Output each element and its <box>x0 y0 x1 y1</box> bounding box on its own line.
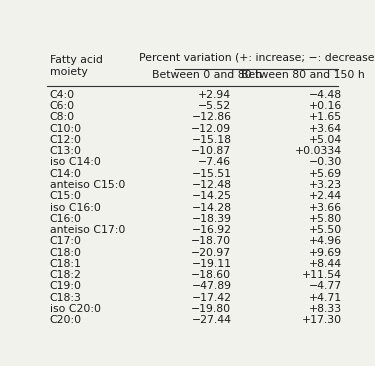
Text: −7.46: −7.46 <box>198 157 231 168</box>
Text: −0.30: −0.30 <box>309 157 342 168</box>
Text: C13:0: C13:0 <box>50 146 82 156</box>
Text: −14.28: −14.28 <box>191 203 231 213</box>
Text: C4:0: C4:0 <box>50 90 75 100</box>
Text: +0.0334: +0.0334 <box>295 146 342 156</box>
Text: iso C16:0: iso C16:0 <box>50 203 100 213</box>
Text: −19.11: −19.11 <box>191 259 231 269</box>
Text: anteiso C15:0: anteiso C15:0 <box>50 180 125 190</box>
Text: +5.69: +5.69 <box>309 169 342 179</box>
Text: −14.25: −14.25 <box>191 191 231 201</box>
Text: +2.94: +2.94 <box>198 90 231 100</box>
Text: −15.51: −15.51 <box>191 169 231 179</box>
Text: +0.16: +0.16 <box>309 101 342 111</box>
Text: +5.50: +5.50 <box>309 225 342 235</box>
Text: −20.97: −20.97 <box>191 248 231 258</box>
Text: C15:0: C15:0 <box>50 191 82 201</box>
Text: +8.44: +8.44 <box>309 259 342 269</box>
Text: C20:0: C20:0 <box>50 315 82 325</box>
Text: +17.30: +17.30 <box>302 315 342 325</box>
Text: −27.44: −27.44 <box>191 315 231 325</box>
Text: C18:3: C18:3 <box>50 293 82 303</box>
Text: −12.48: −12.48 <box>191 180 231 190</box>
Text: C18:1: C18:1 <box>50 259 82 269</box>
Text: +2.44: +2.44 <box>309 191 342 201</box>
Text: C6:0: C6:0 <box>50 101 75 111</box>
Text: +3.64: +3.64 <box>309 124 342 134</box>
Text: −10.87: −10.87 <box>191 146 231 156</box>
Text: +3.66: +3.66 <box>309 203 342 213</box>
Text: −5.52: −5.52 <box>198 101 231 111</box>
Text: +1.65: +1.65 <box>309 112 342 122</box>
Text: +4.71: +4.71 <box>309 293 342 303</box>
Text: +5.80: +5.80 <box>309 214 342 224</box>
Text: Between 80 and 150 h: Between 80 and 150 h <box>241 70 364 80</box>
Text: −4.48: −4.48 <box>309 90 342 100</box>
Text: +11.54: +11.54 <box>302 270 342 280</box>
Text: C14:0: C14:0 <box>50 169 82 179</box>
Text: C18:2: C18:2 <box>50 270 82 280</box>
Text: C17:0: C17:0 <box>50 236 82 246</box>
Text: C12:0: C12:0 <box>50 135 82 145</box>
Text: Between 0 and 80 h: Between 0 and 80 h <box>152 70 262 80</box>
Text: −12.86: −12.86 <box>191 112 231 122</box>
Text: −18.60: −18.60 <box>191 270 231 280</box>
Text: −4.77: −4.77 <box>309 281 342 291</box>
Text: +9.69: +9.69 <box>309 248 342 258</box>
Text: C19:0: C19:0 <box>50 281 82 291</box>
Text: −15.18: −15.18 <box>191 135 231 145</box>
Text: C18:0: C18:0 <box>50 248 82 258</box>
Text: iso C20:0: iso C20:0 <box>50 304 101 314</box>
Text: −47.89: −47.89 <box>191 281 231 291</box>
Text: C10:0: C10:0 <box>50 124 82 134</box>
Text: −16.92: −16.92 <box>191 225 231 235</box>
Text: −17.42: −17.42 <box>191 293 231 303</box>
Text: C16:0: C16:0 <box>50 214 82 224</box>
Text: −18.70: −18.70 <box>191 236 231 246</box>
Text: +8.33: +8.33 <box>309 304 342 314</box>
Text: iso C14:0: iso C14:0 <box>50 157 100 168</box>
Text: Fatty acid
moiety: Fatty acid moiety <box>50 55 103 77</box>
Text: C8:0: C8:0 <box>50 112 75 122</box>
Text: +3.23: +3.23 <box>309 180 342 190</box>
Text: −19.80: −19.80 <box>191 304 231 314</box>
Text: +5.04: +5.04 <box>309 135 342 145</box>
Text: anteiso C17:0: anteiso C17:0 <box>50 225 125 235</box>
Text: +4.96: +4.96 <box>309 236 342 246</box>
Text: −18.39: −18.39 <box>191 214 231 224</box>
Text: −12.09: −12.09 <box>191 124 231 134</box>
Text: Percent variation (+: increase; −: decrease): Percent variation (+: increase; −: decre… <box>139 52 375 62</box>
